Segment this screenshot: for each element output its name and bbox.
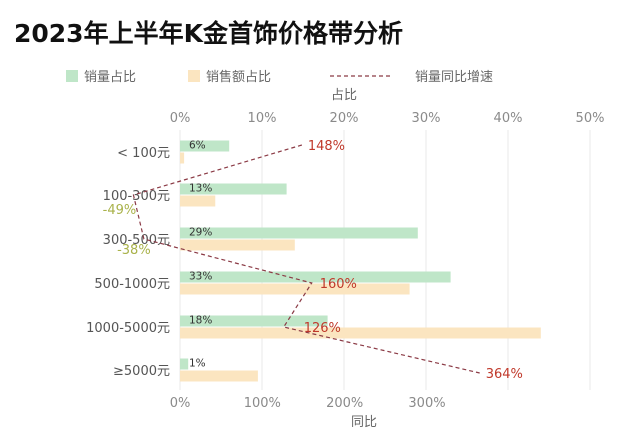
bar-revenue-share: [180, 195, 216, 207]
bar-revenue-share: [180, 327, 541, 339]
legend: 销量占比 销售额占比 销量同比增速: [66, 69, 493, 85]
top-tick-label: 40%: [494, 111, 523, 126]
bottom-axis-ticks: 0% 100% 200% 300%: [170, 396, 446, 411]
category-label: 1000-5000元: [86, 321, 170, 336]
top-tick-label: 20%: [330, 111, 359, 126]
category-label: ≥5000元: [113, 364, 170, 379]
bar-volume-share-label: 6%: [189, 140, 206, 152]
category-label: 500-1000元: [94, 277, 170, 292]
top-tick-label: 10%: [248, 111, 277, 126]
top-axis-ticks: 0% 10% 20% 30% 40% 50%: [170, 111, 605, 126]
bar-volume-share: [180, 140, 230, 152]
bar-volume-share-label: 1%: [189, 358, 206, 370]
legend-label-2: 销量同比增速: [415, 70, 493, 85]
bottom-tick-label: 0%: [170, 396, 191, 411]
legend-swatch-0: [66, 70, 78, 82]
legend-label-0: 销量占比: [84, 70, 136, 85]
top-axis-label: 占比: [331, 88, 357, 103]
bottom-axis-label: 同比: [351, 415, 377, 430]
bar-volume-share-label: 33%: [189, 271, 212, 283]
growth-data-label: 364%: [486, 367, 523, 382]
top-tick-label: 0%: [170, 111, 191, 126]
category-label: 100-300元: [103, 189, 170, 204]
legend-swatch-1: [188, 70, 200, 82]
top-tick-label: 50%: [576, 111, 605, 126]
growth-data-label: -38%: [117, 243, 151, 258]
growth-data-label: -49%: [103, 203, 137, 218]
legend-label-1: 销售额占比: [206, 69, 271, 85]
category-labels: < 100元 100-300元 300-500元 500-1000元 1000-5000…: [86, 146, 170, 379]
growth-data-label: 148%: [308, 139, 345, 154]
growth-line-series: 148% -49% -38% 160% 126% 364%: [103, 139, 523, 382]
growth-data-label: 126%: [304, 321, 341, 336]
bar-volume-share: [180, 315, 328, 327]
bottom-tick-label: 300%: [408, 396, 445, 411]
bar-volume-share-label: 18%: [189, 315, 212, 327]
bar-series: 6% 13% 29% 33% 18% 1%: [180, 140, 541, 382]
bar-volume-share: [180, 271, 451, 283]
category-label: 300-500元: [103, 233, 170, 248]
top-tick-label: 30%: [412, 111, 441, 126]
bar-revenue-share: [180, 370, 258, 382]
bar-volume-share: [180, 358, 189, 370]
grid-lines: [179, 130, 591, 390]
bar-volume-share-label: 29%: [189, 227, 212, 239]
bar-revenue-share: [180, 283, 410, 295]
chart-title: 2023年上半年K金首饰价格带分析: [14, 19, 403, 48]
bottom-tick-label: 100%: [244, 396, 281, 411]
bar-revenue-share: [180, 152, 185, 164]
bottom-tick-label: 200%: [326, 396, 363, 411]
bar-revenue-share: [180, 239, 295, 251]
bar-volume-share: [180, 227, 418, 239]
bar-volume-share: [180, 183, 287, 195]
growth-data-label: 160%: [320, 277, 357, 292]
category-label: < 100元: [117, 146, 170, 161]
growth-line: [132, 144, 480, 374]
bar-volume-share-label: 13%: [189, 183, 212, 195]
